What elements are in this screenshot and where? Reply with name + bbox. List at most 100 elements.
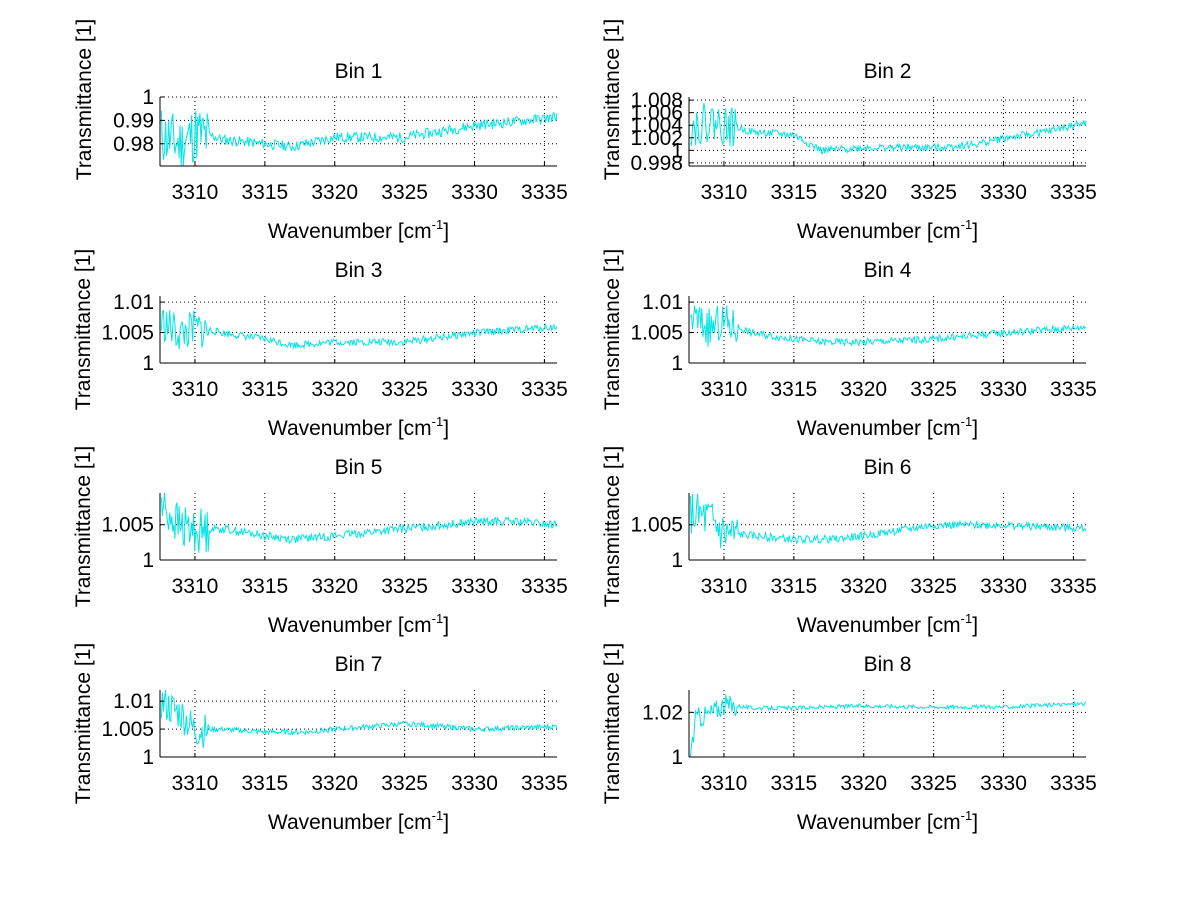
y-tick-label: 1.005 [630,322,683,345]
x-tick-label: 3320 [311,772,358,795]
y-axis-label: Transmittance [1] [601,249,624,410]
x-tick-label: 3325 [910,772,957,795]
series-line-bin-8 [689,694,1087,758]
x-tick-label: 3320 [311,378,358,401]
y-tick-label: 1.006 [630,102,683,125]
x-tick-label: 3315 [770,575,817,598]
subplot-2: Bin 2 3310 3315 3320 3325 3330 3335 0.99811.002… [601,19,1097,243]
y-tick-label: 1 [142,86,154,109]
y-tick-label: 1 [142,549,154,572]
subplot-title: Bin 6 [864,456,912,479]
subplot-title: Bin 2 [864,60,912,83]
x-tick-label: 3320 [840,575,887,598]
y-axis-label: Transmittance [1] [601,643,624,804]
subplot-title: Bin 4 [864,259,912,282]
x-tick-label: 3335 [1050,772,1097,795]
series-line-bin-2 [689,102,1087,155]
y-tick-label: 1.005 [101,322,154,345]
x-tick-label: 3310 [701,772,748,795]
y-axis-label: Transmittance [1] [72,643,95,804]
subplot-title: Bin 8 [864,653,912,676]
y-axis-label: Transmittance [1] [72,446,95,607]
x-tick-label: 3330 [451,772,498,795]
x-tick-label: 3310 [701,181,748,204]
x-axis-label: Wavenumber [cm-1] [268,611,449,637]
y-tick-label: 1.005 [101,718,154,741]
subplot-3: Bin 3 3310 3315 3320 3325 3330 3335 1 1.005 1.01 W… [72,249,568,440]
subplot-title: Bin 7 [335,653,383,676]
y-tick-label: 1 [671,352,683,375]
series-line-bin-1 [160,110,558,167]
x-tick-label: 3335 [1050,181,1097,204]
subplot-4: Bin 4 3310 3315 3320 3325 3330 3335 1 1.005 1.01 W… [601,249,1097,440]
x-axis-label: Wavenumber [cm-1] [268,414,449,440]
x-axis-label: Wavenumber [cm-1] [797,808,978,834]
x-axis-label: Wavenumber [cm-1] [797,611,978,637]
x-axis-label: Wavenumber [cm-1] [797,414,978,440]
series-line-bin-5 [160,492,558,553]
y-axis-label: Transmittance [1] [601,446,624,607]
y-tick-label: 1 [142,352,154,375]
subplot-8: Bin 8 3310 3315 3320 3325 3330 3335 1 1.02 Wavenu… [601,643,1097,834]
x-tick-label: 3330 [451,575,498,598]
subplot-title: Bin 3 [335,259,383,282]
x-tick-label: 3335 [521,181,568,204]
y-tick-label: 1 [671,549,683,572]
x-axis-label: Wavenumber [cm-1] [268,217,449,243]
x-tick-label: 3310 [172,772,219,795]
x-tick-label: 3335 [1050,575,1097,598]
x-tick-label: 3310 [172,575,219,598]
y-tick-label: 1.002 [630,127,683,150]
x-tick-label: 3335 [1050,378,1097,401]
subplot-7: Bin 7 3310 3315 3320 3325 3330 3335 1 1.005 1.01 W… [72,643,568,834]
subplot-1: Bin 1 3310 3315 3320 3325 3330 3335 0.980.991 Wa… [73,19,568,243]
y-tick-label: 0.998 [630,152,683,175]
subplot-title: Bin 1 [335,60,383,83]
y-tick-label: 1 [671,139,683,162]
x-tick-label: 3315 [770,772,817,795]
x-tick-label: 3330 [451,181,498,204]
x-axis-label: Wavenumber [cm-1] [268,808,449,834]
x-tick-label: 3325 [910,181,957,204]
x-tick-label: 3325 [381,378,428,401]
x-axis-label: Wavenumber [cm-1] [797,217,978,243]
x-tick-label: 3330 [980,181,1027,204]
y-tick-label: 1.005 [101,514,154,537]
x-tick-label: 3325 [381,772,428,795]
subplot-6: Bin 6 3310 3315 3320 3325 3330 3335 1 1.005 Waven… [601,446,1097,637]
y-tick-label: 1.004 [630,114,683,137]
x-tick-label: 3325 [381,181,428,204]
y-tick-label: 1.01 [642,291,683,314]
x-tick-label: 3320 [311,181,358,204]
x-tick-label: 3315 [770,378,817,401]
y-axis-label: Transmittance [1] [601,19,624,180]
x-tick-label: 3330 [451,378,498,401]
series-line-bin-7 [160,689,558,749]
x-tick-label: 3325 [910,575,957,598]
x-tick-label: 3325 [381,575,428,598]
y-tick-label: 1 [671,746,683,769]
x-tick-label: 3320 [311,575,358,598]
x-tick-label: 3315 [241,772,288,795]
y-tick-label: 1.008 [630,89,683,112]
y-axis-label: Transmittance [1] [72,249,95,410]
y-tick-label: 0.98 [113,133,154,156]
x-tick-label: 3310 [701,575,748,598]
x-tick-label: 3315 [241,181,288,204]
y-tick-label: 1.02 [642,701,683,724]
y-tick-label: 1.01 [113,291,154,314]
x-tick-label: 3315 [770,181,817,204]
x-tick-label: 3320 [840,772,887,795]
x-tick-label: 3315 [241,575,288,598]
x-tick-label: 3330 [980,772,1027,795]
x-tick-label: 3335 [521,378,568,401]
subplot-title: Bin 5 [335,456,383,479]
x-tick-label: 3335 [521,575,568,598]
x-tick-label: 3335 [521,772,568,795]
x-tick-label: 3330 [980,575,1027,598]
y-tick-label: 0.99 [113,109,154,132]
x-tick-label: 3310 [701,378,748,401]
x-tick-label: 3330 [980,378,1027,401]
x-tick-label: 3310 [172,181,219,204]
subplot-5: Bin 5 3310 3315 3320 3325 3330 3335 1 1.005 Waven… [72,446,568,637]
